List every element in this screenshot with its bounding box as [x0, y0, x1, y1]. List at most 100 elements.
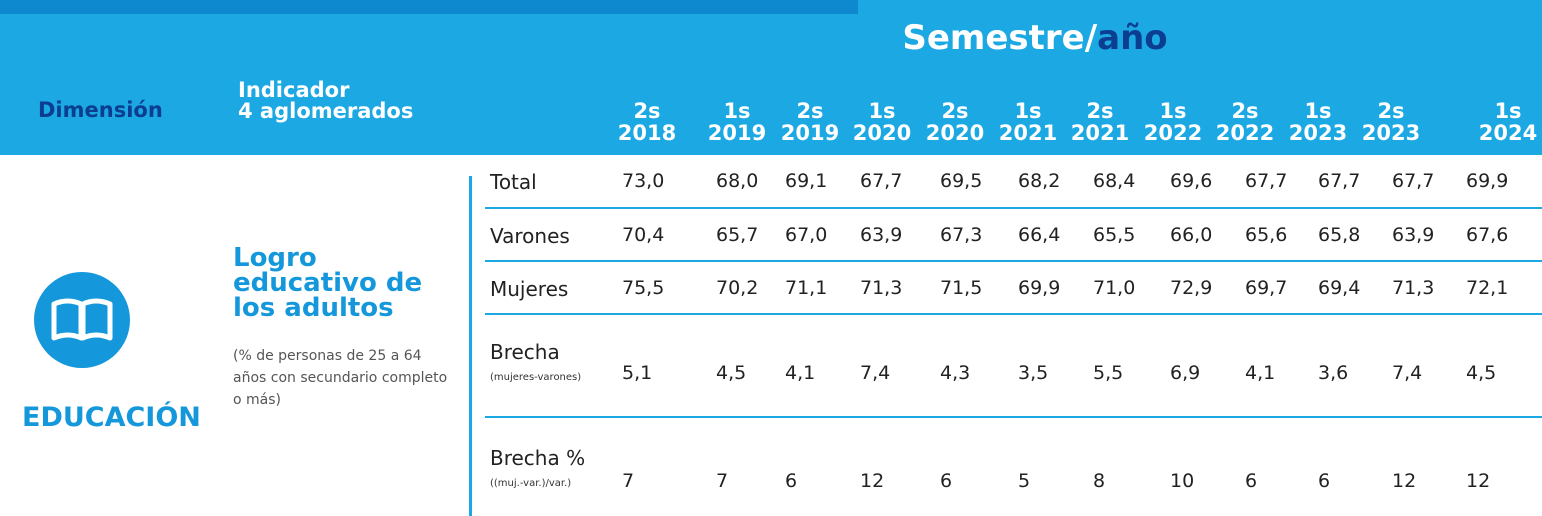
- cell: 65,7: [716, 224, 759, 246]
- column-header: 2s 2021: [1060, 100, 1140, 144]
- indicator-title: Logro educativo de los adultos: [233, 243, 423, 323]
- cell: 69,1: [785, 170, 828, 192]
- column-header: 1s 2020: [842, 100, 922, 144]
- cell: 3,6: [1318, 362, 1349, 384]
- cell: 6: [785, 470, 798, 492]
- column-header: 2s 2022: [1205, 100, 1285, 144]
- column-year: 2018: [617, 121, 677, 145]
- cell: 12: [1466, 470, 1491, 492]
- cell: 69,9: [1018, 277, 1061, 299]
- column-semester: 1s: [1159, 99, 1187, 123]
- column-header: 1s 2024: [1468, 100, 1542, 144]
- cell: 71,5: [940, 277, 983, 299]
- cell: 66,4: [1018, 224, 1061, 246]
- column-semester: 1s: [723, 99, 751, 123]
- column-semester: 2s: [1377, 99, 1405, 123]
- column-header: 1s 2022: [1133, 100, 1213, 144]
- cell: 69,4: [1318, 277, 1361, 299]
- cell: 7,4: [1392, 362, 1423, 384]
- row-separator: [485, 313, 1542, 315]
- cell: 6,9: [1170, 362, 1201, 384]
- cell: 72,1: [1466, 277, 1509, 299]
- row-separator: [485, 207, 1542, 209]
- indicator-header: Indicador 4 aglomerados: [238, 80, 413, 122]
- cell: 71,1: [785, 277, 828, 299]
- cell: 67,3: [940, 224, 983, 246]
- cell: 10: [1170, 470, 1195, 492]
- cell: 4,3: [940, 362, 971, 384]
- cell: 65,8: [1318, 224, 1361, 246]
- column-year: 2021: [998, 121, 1058, 145]
- column-year: 2020: [925, 121, 985, 145]
- indicator-description: (% de personas de 25 a 64 años con secun…: [233, 348, 448, 408]
- column-year: 2019: [780, 121, 840, 145]
- column-year: 2022: [1215, 121, 1275, 145]
- column-semester: 1s: [1494, 99, 1522, 123]
- column-semester: 2s: [1086, 99, 1114, 123]
- cell: 69,9: [1466, 170, 1509, 192]
- title-accent: año: [1097, 18, 1168, 58]
- title: Semestre/año: [0, 18, 1542, 58]
- book-icon: [34, 272, 130, 368]
- column-header: 1s 2021: [988, 100, 1068, 144]
- cell: 6: [940, 470, 953, 492]
- cell: 67,7: [860, 170, 903, 192]
- row-label-text: Mujeres: [490, 277, 569, 301]
- cell: 69,7: [1245, 277, 1288, 299]
- column-semester: 1s: [1304, 99, 1332, 123]
- cell: 63,9: [1392, 224, 1435, 246]
- header-band: [0, 0, 1542, 155]
- column-header: 2s 2018: [607, 100, 687, 144]
- column-semester: 1s: [1014, 99, 1042, 123]
- row-sublabel: ((muj.-var.)/var.): [490, 478, 572, 489]
- column-header: 2s 2020: [915, 100, 995, 144]
- column-semester: 2s: [633, 99, 661, 123]
- cell: 5,1: [622, 362, 653, 384]
- cell: 75,5: [622, 277, 665, 299]
- cell: 72,9: [1170, 277, 1213, 299]
- column-header: 2s 2019: [770, 100, 850, 144]
- cell: 7,4: [860, 362, 891, 384]
- cell: 65,6: [1245, 224, 1288, 246]
- title-main: Semestre/: [902, 18, 1098, 58]
- row-label: Brecha (mujeres-varones): [490, 340, 581, 383]
- column-semester: 2s: [941, 99, 969, 123]
- cell: 8: [1093, 470, 1106, 492]
- cell: 70,4: [622, 224, 665, 246]
- indicator-header-2: 4 aglomerados: [238, 99, 414, 123]
- cell: 4,1: [1245, 362, 1276, 384]
- row-label: Varones: [490, 224, 570, 248]
- column-semester: 1s: [868, 99, 896, 123]
- row-label: Brecha % ((muj.-var.)/var.): [490, 446, 585, 489]
- column-year: 2021: [1070, 121, 1130, 145]
- dimension-label: EDUCACIÓN: [22, 402, 201, 433]
- cell: 3,5: [1018, 362, 1049, 384]
- cell: 69,6: [1170, 170, 1213, 192]
- cell: 6: [1318, 470, 1331, 492]
- cell: 71,3: [1392, 277, 1435, 299]
- row-label-text: Brecha: [490, 340, 560, 364]
- cell: 63,9: [860, 224, 903, 246]
- cell: 68,2: [1018, 170, 1061, 192]
- column-semester: 2s: [1231, 99, 1259, 123]
- cell: 7: [622, 470, 635, 492]
- cell: 7: [716, 470, 729, 492]
- column-header: 1s 2019: [697, 100, 777, 144]
- column-year: 2023: [1288, 121, 1348, 145]
- row-label-text: Brecha %: [490, 446, 586, 470]
- cell: 68,4: [1093, 170, 1136, 192]
- row-separator: [485, 260, 1542, 262]
- column-header: 1s 2023: [1278, 100, 1358, 144]
- cell: 71,3: [860, 277, 903, 299]
- cell: 67,7: [1392, 170, 1435, 192]
- indicator-header-1: Indicador: [238, 78, 350, 102]
- cell: 4,5: [716, 362, 747, 384]
- cell: 67,0: [785, 224, 828, 246]
- column-year: 2019: [707, 121, 767, 145]
- divider: [469, 176, 472, 516]
- cell: 65,5: [1093, 224, 1136, 246]
- column-year: 2022: [1143, 121, 1203, 145]
- cell: 5: [1018, 470, 1031, 492]
- cell: 68,0: [716, 170, 759, 192]
